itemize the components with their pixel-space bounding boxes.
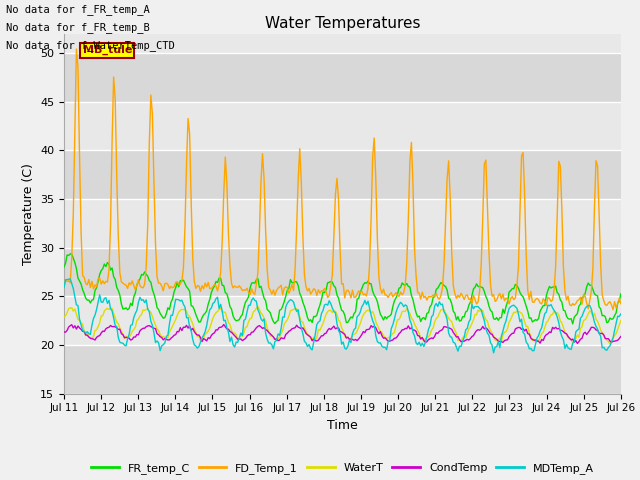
- Y-axis label: Temperature (C): Temperature (C): [22, 163, 35, 264]
- Bar: [64, 345, 621, 394]
- Bar: [64, 102, 621, 150]
- Bar: [64, 248, 621, 296]
- Text: No data for f_FR_temp_A: No data for f_FR_temp_A: [6, 4, 150, 15]
- Legend: FR_temp_C, FD_Temp_1, WaterT, CondTemp, MDTemp_A: FR_temp_C, FD_Temp_1, WaterT, CondTemp, …: [86, 458, 598, 479]
- Title: Water Temperatures: Water Temperatures: [265, 16, 420, 31]
- Bar: [64, 199, 621, 248]
- Bar: [64, 150, 621, 199]
- Text: No data for f_FR_temp_B: No data for f_FR_temp_B: [6, 22, 150, 33]
- Text: No data for f_WaterTemp_CTD: No data for f_WaterTemp_CTD: [6, 40, 175, 51]
- Text: MB_tule: MB_tule: [83, 45, 132, 55]
- Bar: [64, 53, 621, 102]
- Bar: [64, 296, 621, 345]
- X-axis label: Time: Time: [327, 419, 358, 432]
